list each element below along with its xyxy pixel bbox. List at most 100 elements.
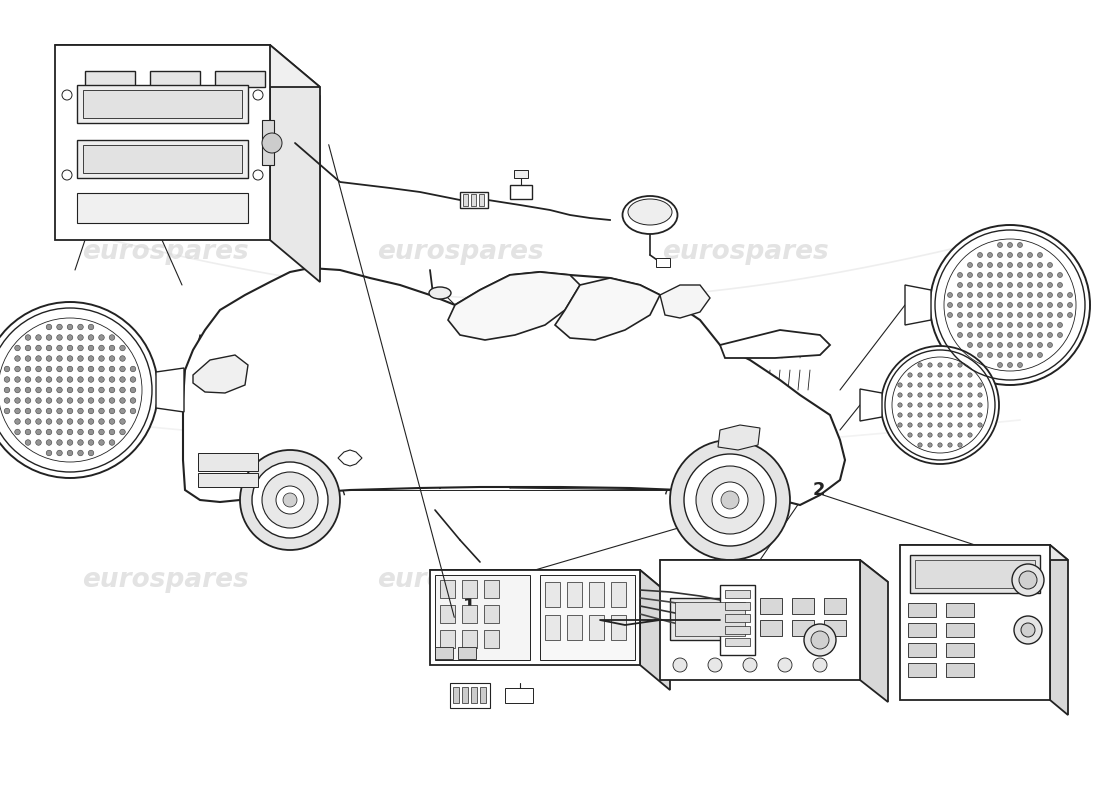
Bar (462, 630, 477, 648)
Circle shape (968, 333, 972, 338)
Circle shape (130, 387, 135, 393)
Circle shape (1047, 262, 1053, 267)
Circle shape (938, 373, 943, 378)
Circle shape (720, 491, 739, 509)
Circle shape (109, 387, 114, 393)
Circle shape (78, 398, 84, 403)
Circle shape (46, 366, 52, 372)
Text: 2: 2 (813, 481, 825, 499)
Circle shape (968, 302, 972, 307)
Circle shape (109, 366, 114, 372)
Circle shape (35, 346, 42, 350)
Text: eurospares: eurospares (661, 567, 828, 593)
Text: eurospares: eurospares (661, 239, 828, 265)
Circle shape (1057, 282, 1063, 287)
Bar (82, 90, 242, 118)
Polygon shape (556, 278, 660, 340)
Bar (610, 615, 626, 640)
Circle shape (978, 383, 982, 387)
Circle shape (14, 346, 20, 350)
Circle shape (35, 398, 42, 403)
Circle shape (804, 624, 836, 656)
Circle shape (1008, 342, 1012, 347)
Text: eurospares: eurospares (376, 567, 543, 593)
Circle shape (1018, 282, 1023, 287)
Circle shape (262, 133, 282, 153)
Circle shape (99, 398, 104, 403)
Circle shape (1047, 313, 1053, 318)
Circle shape (1027, 253, 1033, 258)
Circle shape (978, 402, 982, 407)
Circle shape (67, 418, 73, 424)
Bar (514, 170, 528, 178)
Bar (77, 85, 248, 123)
Circle shape (120, 418, 125, 424)
Circle shape (978, 393, 982, 397)
Bar (760, 598, 782, 614)
Bar (946, 663, 974, 677)
Circle shape (1047, 302, 1053, 307)
Circle shape (988, 282, 992, 287)
Ellipse shape (623, 196, 678, 234)
Circle shape (57, 356, 63, 362)
Bar (725, 602, 750, 610)
Circle shape (1047, 273, 1053, 278)
Circle shape (78, 324, 84, 330)
Circle shape (948, 413, 953, 418)
Polygon shape (450, 683, 490, 708)
Circle shape (67, 346, 73, 350)
Circle shape (968, 322, 972, 327)
Circle shape (988, 333, 992, 338)
Circle shape (25, 418, 31, 424)
Circle shape (978, 413, 982, 418)
Bar (484, 605, 499, 623)
Bar (908, 643, 936, 657)
Circle shape (57, 440, 63, 446)
Circle shape (917, 422, 922, 427)
Polygon shape (720, 330, 830, 358)
Circle shape (978, 273, 982, 278)
Polygon shape (430, 570, 670, 595)
Polygon shape (860, 389, 882, 421)
Ellipse shape (429, 287, 451, 299)
Circle shape (1021, 623, 1035, 637)
Circle shape (14, 366, 20, 372)
Circle shape (938, 443, 943, 447)
Circle shape (88, 366, 94, 372)
Circle shape (99, 418, 104, 424)
Circle shape (88, 324, 94, 330)
Circle shape (4, 398, 10, 403)
Circle shape (968, 413, 972, 418)
Circle shape (927, 363, 932, 367)
Circle shape (998, 293, 1002, 298)
Circle shape (57, 334, 63, 340)
Circle shape (1027, 322, 1033, 327)
Circle shape (88, 450, 94, 456)
Circle shape (67, 450, 73, 456)
Circle shape (67, 440, 73, 446)
Bar (566, 615, 582, 640)
Circle shape (988, 302, 992, 307)
Bar (505, 688, 534, 703)
Circle shape (120, 346, 125, 350)
Circle shape (67, 387, 73, 393)
Circle shape (958, 363, 962, 367)
Circle shape (99, 334, 104, 340)
Circle shape (947, 293, 953, 298)
Circle shape (109, 429, 114, 435)
Circle shape (968, 433, 972, 437)
Bar (792, 620, 814, 636)
Polygon shape (640, 570, 670, 690)
Circle shape (968, 282, 972, 287)
Circle shape (35, 356, 42, 362)
Circle shape (1027, 262, 1033, 267)
Circle shape (130, 398, 135, 403)
Circle shape (14, 408, 20, 414)
Bar (440, 605, 455, 623)
Circle shape (978, 302, 982, 307)
Circle shape (917, 373, 922, 378)
Circle shape (968, 262, 972, 267)
Circle shape (947, 313, 953, 318)
Polygon shape (192, 355, 248, 393)
Circle shape (99, 387, 104, 393)
